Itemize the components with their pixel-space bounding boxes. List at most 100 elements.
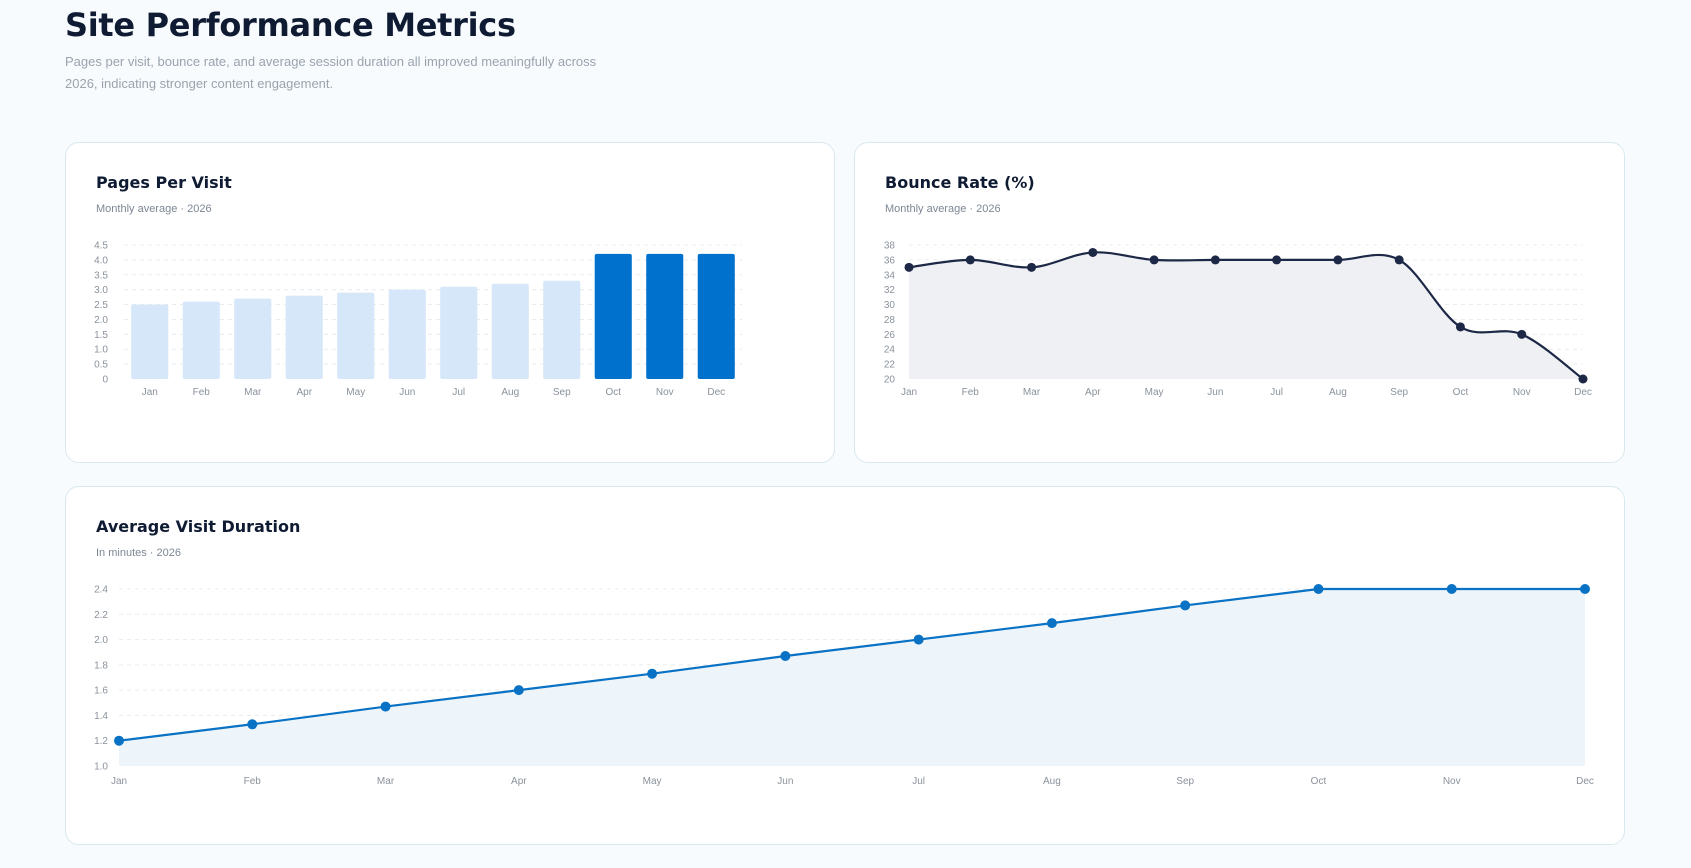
- x-tick-label: Apr: [511, 776, 527, 787]
- bar-jun: [388, 289, 426, 379]
- x-tick-label: Jan: [901, 387, 917, 398]
- bounce-rate-card: Bounce Rate (%) Monthly average · 2026 2…: [854, 142, 1625, 463]
- point-jul: [913, 634, 924, 645]
- bar-aug: [491, 283, 529, 379]
- point-apr: [513, 685, 524, 696]
- x-tick-label: Jan: [142, 387, 158, 398]
- visit-duration-card: Average Visit Duration In minutes · 2026…: [65, 486, 1625, 845]
- pages-y-tick-label: 2.5: [94, 300, 108, 311]
- pages-per-visit-chart: 0 0.5 1.0 1.5 2.0 2.5 3.0 3.5 4.0 4.5 Jan Feb Mar Apr…: [94, 241, 742, 398]
- bar-nov: [646, 253, 684, 379]
- bar-apr: [285, 295, 323, 379]
- pages-y-tick-label: 4.0: [94, 255, 108, 266]
- point-oct: [1313, 584, 1324, 594]
- x-tick-label: Jul: [452, 387, 465, 398]
- x-tick-label: Jul: [912, 776, 925, 787]
- bar-dec: [697, 253, 735, 379]
- pages-y-tick-label: 3.5: [94, 270, 108, 281]
- x-tick-label: Jun: [399, 387, 415, 398]
- point-mar: [380, 701, 391, 712]
- duration-y-tick-label: 1.0: [94, 762, 108, 773]
- point-sep: [1394, 255, 1404, 265]
- x-tick-label: Nov: [656, 387, 674, 398]
- point-may: [647, 668, 658, 679]
- x-tick-label: Mar: [377, 776, 395, 787]
- x-tick-label: Aug: [1043, 776, 1061, 787]
- duration-series-line: [118, 587, 1585, 742]
- page-title: Site Performance Metrics: [65, 6, 516, 44]
- duration-y-tick-label: 2.4: [94, 585, 108, 596]
- point-aug: [1333, 255, 1343, 265]
- x-tick-label: Sep: [553, 387, 571, 398]
- bounce-y-tick-label: 34: [884, 270, 896, 281]
- x-tick-label: Feb: [244, 776, 262, 787]
- duration-y-tick-label: 1.2: [94, 736, 108, 747]
- bounce-y-tick-label: 20: [884, 375, 896, 386]
- duration-y-tick-label: 2.2: [94, 610, 108, 621]
- x-tick-label: Mar: [244, 387, 262, 398]
- pages-y-tick-label: 0.5: [94, 360, 108, 371]
- bounce-y-tick-label: 26: [884, 330, 896, 341]
- bounce-chart-subtitle: Monthly average · 2026: [885, 203, 1001, 215]
- point-nov: [1446, 584, 1457, 594]
- duration-y-tick-label: 1.6: [94, 686, 108, 697]
- x-tick-label: Jun: [1207, 387, 1223, 398]
- x-tick-label: Oct: [1453, 387, 1469, 398]
- duration-y-tick-label: 2.0: [94, 635, 108, 646]
- point-feb: [965, 255, 975, 265]
- point-jan: [904, 262, 914, 272]
- x-tick-label: Jul: [1270, 387, 1283, 398]
- point-jun: [780, 651, 791, 662]
- bounce-y-tick-label: 32: [884, 285, 896, 296]
- pages-per-visit-card: Pages Per Visit Monthly average · 2026 0…: [65, 142, 835, 463]
- point-dec: [1578, 374, 1588, 384]
- duration-y-tick-label: 1.8: [94, 660, 108, 671]
- point-dec: [1580, 584, 1590, 594]
- x-tick-label: Nov: [1513, 387, 1531, 398]
- x-tick-label: Jan: [111, 776, 127, 787]
- pages-y-tick-label: 2.0: [94, 315, 108, 326]
- bounce-y-tick-label: 30: [884, 300, 896, 311]
- x-tick-label: Nov: [1443, 776, 1461, 787]
- bounce-y-tick-label: 38: [884, 241, 896, 252]
- bounce-chart-title: Bounce Rate (%): [885, 173, 1035, 192]
- point-oct: [1455, 322, 1465, 332]
- bar-oct: [594, 253, 632, 379]
- duration-chart-subtitle: In minutes · 2026: [96, 547, 181, 559]
- point-aug: [1046, 618, 1057, 629]
- bounce-y-tick-label: 28: [884, 315, 896, 326]
- x-tick-label: Mar: [1023, 387, 1041, 398]
- x-tick-label: Sep: [1390, 387, 1408, 398]
- x-tick-label: Sep: [1176, 776, 1194, 787]
- pages-chart-subtitle: Monthly average · 2026: [96, 203, 212, 215]
- point-feb: [247, 719, 258, 730]
- x-tick-label: Oct: [1311, 776, 1327, 787]
- point-jan: [114, 735, 124, 746]
- duration-chart-title: Average Visit Duration: [96, 517, 301, 536]
- point-sep: [1180, 600, 1191, 611]
- x-tick-label: Dec: [1574, 387, 1592, 398]
- page-subtitle: Pages per visit, bounce rate, and averag…: [65, 54, 597, 91]
- x-tick-label: Dec: [1576, 776, 1594, 787]
- x-tick-label: Apr: [296, 387, 312, 398]
- point-may: [1149, 255, 1159, 265]
- x-tick-label: Oct: [605, 387, 621, 398]
- point-jun: [1210, 255, 1220, 265]
- pages-y-tick-label: 3.0: [94, 285, 108, 296]
- bar-jan: [131, 304, 169, 379]
- bar-feb: [182, 301, 220, 379]
- bounce-y-tick-label: 36: [884, 255, 896, 266]
- bounce-y-tick-label: 24: [884, 345, 896, 356]
- point-apr: [1088, 247, 1098, 257]
- duration-area-fill: [119, 589, 1585, 766]
- x-tick-label: Feb: [962, 387, 980, 398]
- bounce-area-fill: [909, 252, 1583, 379]
- visit-duration-chart: 1.0 1.2 1.4 1.6 1.8 2.0 2.2 2.4 Jan Feb Mar Apr May J…: [94, 584, 1594, 787]
- x-tick-label: Apr: [1085, 387, 1101, 398]
- pages-y-tick-label: 1.0: [94, 345, 108, 356]
- x-tick-label: May: [346, 387, 365, 398]
- bounce-y-tick-label: 22: [884, 360, 896, 371]
- point-jul: [1272, 255, 1282, 265]
- point-nov: [1517, 329, 1527, 339]
- pages-chart-title: Pages Per Visit: [96, 173, 232, 192]
